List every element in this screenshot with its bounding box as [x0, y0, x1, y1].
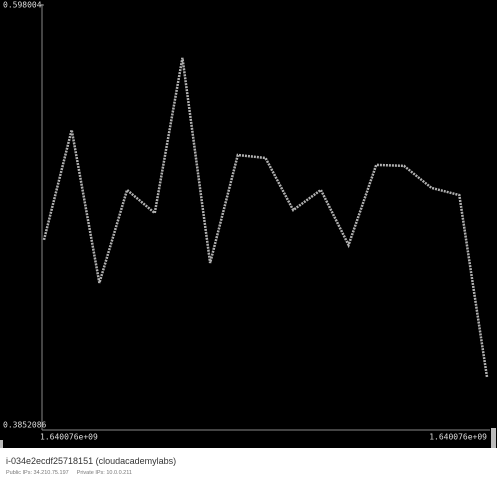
ip-info: Public IPs: 34.210.75.197 Private IPs: 10… — [6, 470, 140, 476]
instance-name: i-034e2ecdf25718151 (cloudacademylabs) — [6, 456, 177, 466]
scroll-handle[interactable] — [0, 440, 3, 448]
private-ips: Private IPs: 10.0.0.211 — [76, 470, 132, 476]
scroll-handle[interactable] — [491, 428, 496, 448]
public-ips: Public IPs: 34.210.75.197 — [6, 470, 69, 476]
chart: 0.3852086 0.598004 1.640076e+09 1.640076e+0… — [0, 0, 497, 448]
x-tick-label: 1.640076e+09 — [40, 433, 98, 442]
y-tick-label: 0.3852086 — [3, 421, 47, 430]
chart-background — [0, 0, 497, 448]
x-tick-label: 1.640076e+09 — [429, 433, 487, 442]
y-tick-label: 0.598004 — [3, 1, 42, 10]
data-line — [42, 57, 489, 378]
footer: i-034e2ecdf25718151 (cloudacademylabs) P… — [0, 448, 497, 480]
